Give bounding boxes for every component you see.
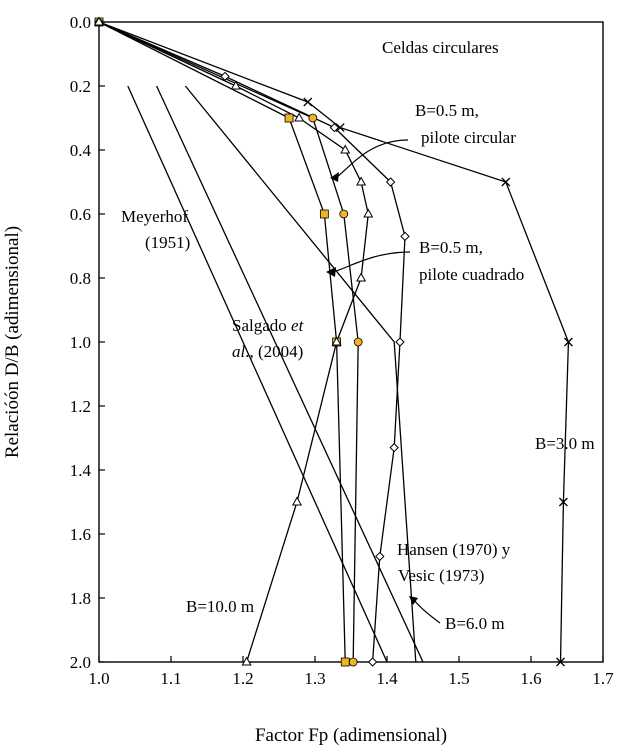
x-tick-label: 1.6: [520, 669, 541, 688]
arrow-b05-cuadrado: [331, 251, 411, 273]
data-point-triangle: [356, 272, 367, 282]
data-point-diamond: [389, 442, 399, 453]
data-point-triangle: [230, 80, 241, 90]
label-b05-circular-2: pilote circular: [421, 128, 516, 147]
plot-frame: [98, 21, 604, 663]
arrowhead-b05-cuadrado: [326, 267, 336, 277]
data-point-triangle: [331, 336, 342, 346]
label-hansen-2: Vesic (1973): [398, 566, 484, 585]
label-salgado-1: Salgado et: [232, 316, 305, 335]
data-point-triangle: [241, 656, 252, 666]
data-point-circle: [348, 657, 358, 667]
data-point-diamond: [375, 551, 385, 562]
series-line: [98, 21, 346, 663]
y-tick-label: 0.6: [70, 205, 91, 224]
data-point-cross: [303, 97, 313, 107]
label-salgado-2: al., (2004): [232, 342, 303, 361]
x-axis-title: Factor Fp (adimensional): [255, 725, 447, 746]
data-point-square: [319, 209, 329, 219]
data-point-cross: [558, 497, 568, 507]
arrowhead-b60: [409, 596, 418, 605]
y-tick-label: 0.2: [70, 77, 91, 96]
data-point-square: [340, 657, 350, 667]
label-meyerhof-1: Meyerhof: [121, 207, 188, 226]
data-point-cross: [556, 657, 565, 667]
data-point-circle: [308, 113, 318, 123]
label-hansen-1: Hansen (1970) y: [397, 540, 511, 559]
label-b60: B=6.0 m: [445, 614, 505, 633]
y-tick-label: 1.4: [70, 461, 92, 480]
data-point-diamond: [385, 177, 396, 187]
data-point-triangle: [294, 112, 305, 122]
label-celdas-circulares: Celdas circulares: [382, 38, 499, 57]
reference-line: [184, 85, 417, 663]
y-tick-label: 0.8: [70, 269, 91, 288]
y-tick-label: 2.0: [70, 653, 91, 672]
x-tick-label: 1.1: [160, 669, 181, 688]
data-point-diamond: [367, 657, 378, 667]
x-tick-label: 1.7: [592, 669, 614, 688]
y-tick-label: 0.4: [70, 141, 92, 160]
data-point-diamond: [220, 71, 230, 82]
data-point-cross: [501, 177, 511, 187]
arrow-b05-circular: [335, 139, 409, 179]
y-tick-label: 1.2: [70, 397, 91, 416]
data-point-triangle: [356, 176, 367, 186]
series-markers: [93, 16, 573, 667]
reference-line: [156, 85, 424, 663]
label-b05-circular-1: B=0.5 m,: [415, 101, 479, 120]
data-point-circle: [353, 337, 363, 347]
y-tick-label: 0.0: [70, 13, 91, 32]
label-meyerhof-2: (1951): [145, 233, 190, 252]
x-tick-label: 1.3: [304, 669, 325, 688]
series-line: [98, 21, 369, 663]
data-point-square: [284, 113, 294, 123]
label-b30: B=3.0 m: [535, 434, 595, 453]
data-point-diamond: [400, 231, 410, 242]
data-point-circle: [339, 209, 349, 219]
label-b05-cuadrado-2: pilote cuadrado: [419, 265, 524, 284]
arrowhead-b05-circular: [330, 172, 339, 182]
y-tick-label: 1.0: [70, 333, 91, 352]
x-tick-label: 1.0: [88, 669, 109, 688]
x-axis: 1.0 1.1 1.2 1.3 1.4 1.5 1.6 1.7: [88, 656, 614, 688]
data-point-diamond: [329, 122, 340, 133]
label-b05-cuadrado-1: B=0.5 m,: [419, 238, 483, 257]
data-point-triangle: [363, 208, 374, 218]
x-tick-label: 1.2: [232, 669, 253, 688]
y-tick-label: 1.8: [70, 589, 91, 608]
reference-line: [127, 85, 388, 663]
y-axis: 0.0 0.2 0.4 0.6 0.8 1.0 1.2 1.4 1.6 1.8 2.0: [70, 13, 105, 672]
series-line: [98, 21, 359, 663]
y-axis-title: Relacióón D/B (adimensional): [2, 226, 23, 458]
y-tick-label: 1.6: [70, 525, 91, 544]
label-b100: B=10.0 m: [186, 597, 254, 616]
data-point-diamond: [395, 337, 405, 347]
x-tick-label: 1.5: [448, 669, 469, 688]
data-point-triangle: [340, 144, 351, 154]
x-tick-label: 1.4: [376, 669, 398, 688]
data-point-cross: [563, 337, 573, 347]
arrow-b60: [413, 599, 441, 624]
data-point-triangle: [291, 496, 303, 506]
data-point-cross: [335, 123, 345, 133]
data-point-triangle: [93, 16, 105, 26]
